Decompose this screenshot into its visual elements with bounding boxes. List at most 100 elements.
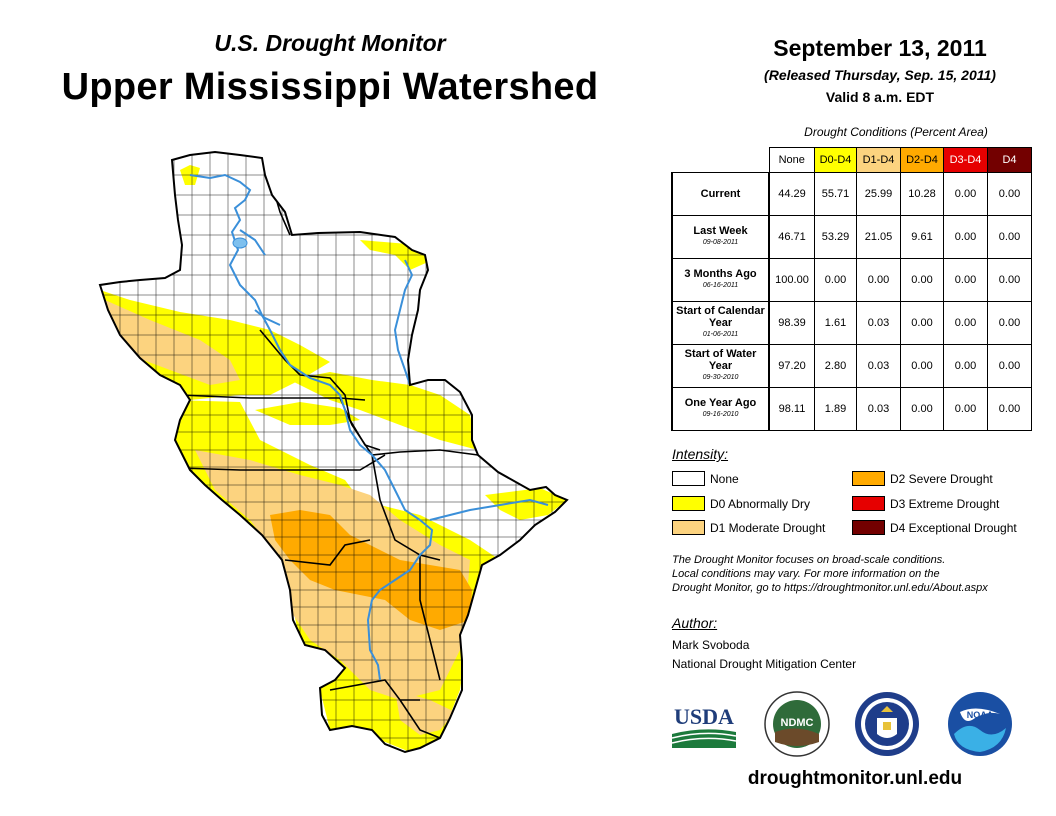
cell-value: 0.00	[943, 387, 988, 431]
note-line: The Drought Monitor focuses on broad-sca…	[672, 554, 946, 566]
author-name: Mark Svoboda	[672, 638, 750, 652]
column-header-d2-d4: D2-D4	[900, 147, 944, 173]
note-line: Local conditions may vary. For more info…	[672, 568, 940, 580]
cell-value: 0.00	[943, 215, 988, 259]
cell-value: 0.00	[900, 387, 944, 431]
cell-value: 98.11	[768, 387, 815, 431]
row-label-text: Current	[700, 188, 741, 200]
row-label-text: 3 Months Ago	[684, 268, 757, 280]
cell-value: 25.99	[856, 172, 901, 216]
column-header-d4: D4	[987, 147, 1032, 173]
row-label: One Year Ago 09-16-2010	[671, 387, 770, 431]
ndmc-logo-text: NDMC	[781, 717, 814, 729]
cell-value: 46.71	[768, 215, 815, 259]
row-date: 09-30-2010	[702, 374, 739, 381]
row-date: 06-16-2011	[702, 282, 739, 289]
row-label: 3 Months Ago 06-16-2011	[671, 258, 770, 302]
author-org: National Drought Mitigation Center	[672, 657, 857, 671]
row-label: Start of Water Year 09-30-2010	[671, 344, 770, 388]
cell-value: 0.00	[943, 301, 988, 345]
map-date: September 13, 2011	[773, 35, 987, 61]
row-date: 09-08-2011	[702, 239, 739, 246]
cell-value: 0.00	[943, 344, 988, 388]
cell-value: 0.00	[987, 172, 1032, 216]
row-label: Current	[671, 172, 770, 216]
legend-label: D1 Moderate Drought	[710, 520, 826, 535]
legend-item-none: None	[672, 471, 739, 486]
row-label: Last Week 09-08-2011	[671, 215, 770, 259]
row-label: Start of Calendar Year 01-06-2011	[671, 301, 770, 345]
legend-item-d1: D1 Moderate Drought	[672, 520, 825, 535]
legend-swatch-d0	[672, 496, 705, 511]
legend-label: D2 Severe Drought	[890, 471, 993, 486]
cell-value: 100.00	[768, 258, 815, 302]
cell-value: 55.71	[814, 172, 857, 216]
legend-item-d4: D4 Exceptional Drought	[852, 520, 1017, 535]
cell-value: 0.00	[900, 344, 944, 388]
legend-item-d2: D2 Severe Drought	[852, 471, 993, 486]
row-label-text: Last Week	[693, 225, 748, 237]
usda-logo: USDA	[671, 704, 737, 748]
cell-value: 9.61	[900, 215, 944, 259]
drought-conditions-table: None D0-D4 D1-D4 D2-D4 D3-D4 D4 Current 4…	[671, 147, 1032, 431]
cell-value: 1.61	[814, 301, 857, 345]
cell-value: 0.03	[856, 301, 901, 345]
cell-value: 0.00	[900, 301, 944, 345]
cell-value: 44.29	[768, 172, 815, 216]
noaa-logo: NOAA	[948, 692, 1012, 756]
map-title: Upper Mississippi Watershed	[61, 66, 599, 108]
valid-time: Valid 8 a.m. EDT	[825, 89, 935, 105]
cell-value: 0.03	[856, 344, 901, 388]
cell-value: 97.20	[768, 344, 815, 388]
legend-swatch-d2	[852, 471, 885, 486]
cell-value: 10.28	[900, 172, 944, 216]
cell-value: 0.00	[943, 172, 988, 216]
release-date: (Released Thursday, Sep. 15, 2011)	[764, 67, 996, 83]
legend-title: Intensity:	[672, 446, 729, 462]
row-date: 09-16-2010	[702, 411, 739, 418]
table-row: 3 Months Ago 06-16-2011 100.00 0.00 0.00 0.00…	[671, 258, 1032, 302]
table-row: Current 44.29 55.71 25.99 10.28 0.00 0.00	[671, 172, 1032, 216]
table-caption: Drought Conditions (Percent Area)	[804, 125, 988, 139]
legend-label: D4 Exceptional Drought	[890, 520, 1017, 535]
column-header-none: None	[768, 147, 815, 173]
commerce-seal	[855, 692, 919, 756]
legend-swatch-d3	[852, 496, 885, 511]
ndmc-logo: NDMC	[764, 691, 830, 757]
column-header-d0-d4: D0-D4	[814, 147, 857, 173]
usda-logo-text: USDA	[674, 704, 734, 729]
noaa-logo-text: NOAA	[967, 710, 994, 720]
cell-value: 53.29	[814, 215, 857, 259]
legend-swatch-none	[672, 471, 705, 486]
legend-label: None	[710, 471, 739, 486]
note-line: Drought Monitor, go to https://droughtmo…	[672, 582, 988, 594]
row-date: 01-06-2011	[702, 331, 739, 338]
legend-swatch-d1	[672, 520, 705, 535]
drought-map	[99, 151, 568, 753]
cell-value: 98.39	[768, 301, 815, 345]
table-row: Start of Calendar Year 01-06-2011 98.39 1.6…	[671, 301, 1032, 345]
legend-item-d0: D0 Abnormally Dry	[672, 496, 810, 511]
author-label: Author:	[672, 615, 718, 631]
cell-value: 21.05	[856, 215, 901, 259]
cell-value: 1.89	[814, 387, 857, 431]
table-row: One Year Ago 09-16-2010 98.11 1.89 0.03 0.00 0…	[671, 387, 1032, 431]
website-url[interactable]: droughtmonitor.unl.edu	[747, 768, 963, 789]
column-header-d1-d4: D1-D4	[856, 147, 901, 173]
cell-value: 0.00	[814, 258, 857, 302]
row-label-text: One Year Ago	[684, 397, 757, 409]
cell-value: 0.00	[856, 258, 901, 302]
legend-item-d3: D3 Extreme Drought	[852, 496, 999, 511]
legend-label: D3 Extreme Drought	[890, 496, 1000, 511]
legend-swatch-d4	[852, 520, 885, 535]
row-label-text: Start of Water Year	[684, 348, 757, 372]
table-row: Start of Water Year 09-30-2010 97.20 2.80 0.…	[671, 344, 1032, 388]
disclaimer-note: The Drought Monitor focuses on broad-sca…	[672, 553, 1042, 595]
cell-value: 0.00	[987, 258, 1032, 302]
map-subtitle: U.S. Drought Monitor	[214, 30, 446, 56]
table-row: Last Week 09-08-2011 46.71 53.29 21.05 9.61 0.…	[671, 215, 1032, 259]
cell-value: 0.00	[987, 215, 1032, 259]
cell-value: 0.00	[987, 387, 1032, 431]
cell-value: 0.00	[943, 258, 988, 302]
cell-value: 2.80	[814, 344, 857, 388]
